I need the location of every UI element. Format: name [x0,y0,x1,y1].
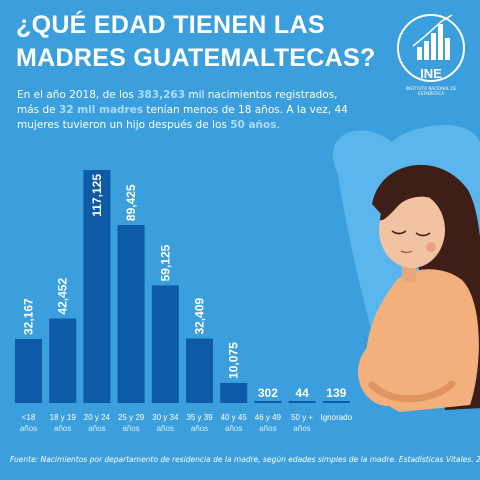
bar-5 [186,338,213,403]
category-label-8: 50 y + [291,413,313,422]
category-label-0: <18 [22,413,36,422]
intro-highlight-births: 383,263 [137,89,186,101]
logo-subtitle: INSTITUTO NACIONAL DE ESTADÍSTICA [405,86,457,96]
bar-8 [288,401,316,403]
category-label-2: 20 y 24 [84,413,111,422]
intro-text-4: . [276,119,280,131]
intro-paragraph: En el año 2018, de los 383,263 mil nacim… [17,88,352,133]
bar-0 [15,339,42,403]
pregnant-woman-illustration [358,164,480,412]
category-sublabel-8: años [293,424,310,433]
source-footnote: Fuente: Nacimientos por departamento de … [10,455,480,464]
bar-4 [151,285,179,403]
value-label-0: 32,167 [22,298,36,335]
intro-text-2: mil nacimientos registrados, más de [17,89,338,116]
bar-9 [322,401,350,403]
bar-1 [49,318,77,403]
intro-text-3: tenían menos de 18 años. A la vez, 44 mu… [17,104,348,131]
category-label-1: 18 y 19 [50,413,77,422]
value-label-2: 117,125 [90,174,104,217]
ine-logo: INE INSTITUTO NACIONAL DE ESTADÍSTICA [395,14,467,104]
category-label-4: 30 y 34 [152,413,179,422]
category-label-7: 46 y 49 [255,413,282,422]
value-label-7: 302 [258,386,278,400]
page-title-line-1: ¿QUÉ EDAD TIENEN LAS [16,11,325,39]
category-sublabel-0: años [20,424,37,433]
page-title-line-2: MADRES GUATEMALTECAS? [16,44,376,72]
intro-highlight-age: 50 años [230,119,277,131]
bar-7 [254,401,282,403]
bar-2 [83,170,111,403]
bar-6 [220,382,248,403]
category-sublabel-6: años [225,424,242,433]
category-label-3: 25 y 29 [118,413,145,422]
bar-3 [117,225,145,403]
category-sublabel-4: años [157,424,174,433]
value-label-5: 32,409 [193,297,207,334]
category-sublabel-1: años [54,424,71,433]
category-label-6: 40 y 45 [221,413,248,422]
value-label-8: 44 [295,386,309,400]
category-label-5: 35 y 39 [186,413,213,422]
category-sublabel-5: años [191,424,208,433]
value-label-3: 89,425 [124,184,138,221]
category-sublabel-2: años [88,424,105,433]
intro-highlight-mothers: 32 mil madres [58,104,144,116]
value-label-4: 59,125 [158,244,172,281]
value-label-9: 139 [326,386,346,400]
value-label-6: 10,075 [227,342,241,379]
category-label-9: Ignorado [321,413,353,422]
category-sublabel-3: años [122,424,139,433]
logo-text: INE [420,66,442,81]
logo-circle [397,14,465,82]
intro-text-1: En el año 2018, de los [17,89,138,101]
category-sublabel-7: años [259,424,276,433]
value-label-1: 42,452 [56,278,70,315]
